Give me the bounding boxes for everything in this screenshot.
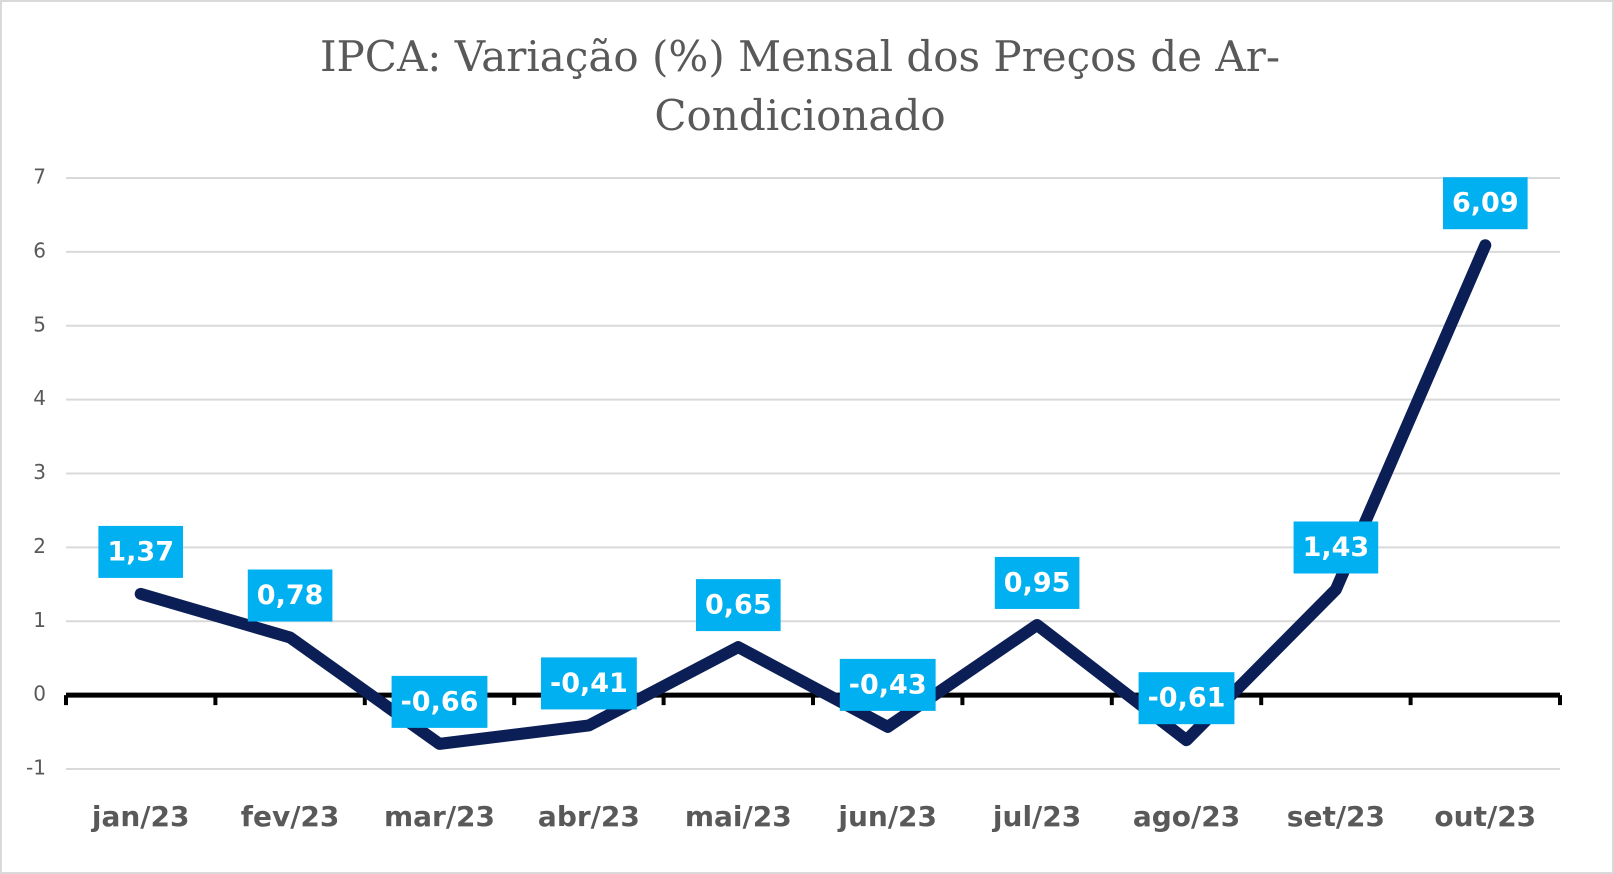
data-label-text: 0,65 (705, 590, 772, 621)
x-tick-label: abr/23 (538, 800, 640, 833)
data-label: 1,37 (98, 525, 184, 578)
data-label: 0,95 (994, 556, 1080, 609)
data-label-box (247, 569, 333, 622)
chart-title: IPCA: Variação (%) Mensal dos Preços de … (320, 32, 1280, 81)
data-label: 0,78 (247, 569, 333, 622)
data-label-box (1293, 521, 1379, 574)
data-label-box (98, 525, 184, 578)
y-tick-label: 6 (33, 238, 46, 262)
data-label: -0,41 (540, 657, 637, 710)
data-label: -0,43 (839, 658, 936, 711)
data-label: 6,09 (1442, 177, 1528, 230)
y-tick-label: 7 (33, 165, 46, 189)
data-label: 1,43 (1293, 521, 1379, 574)
x-tick-label: mai/23 (685, 800, 792, 833)
y-tick-label: 0 (33, 682, 46, 706)
line-series (134, 239, 1492, 750)
data-label-text: 1,43 (1303, 532, 1370, 563)
data-label-box (391, 675, 488, 728)
data-label-box (540, 657, 637, 710)
y-tick-label: 5 (33, 312, 46, 336)
x-tick-label: jun/23 (837, 800, 937, 833)
data-label-text: 1,37 (107, 536, 174, 567)
x-tick-label: jul/23 (992, 800, 1081, 833)
x-tick-label: set/23 (1287, 800, 1385, 833)
x-tick-label: fev/23 (241, 800, 340, 833)
data-label: -0,61 (1138, 672, 1235, 725)
data-label: 0,65 (695, 579, 781, 632)
x-tick-label: out/23 (1434, 800, 1536, 833)
y-tick-label: -1 (26, 756, 46, 780)
data-label-box (994, 556, 1080, 609)
chart-title: Condicionado (654, 91, 945, 140)
data-label-text: 0,78 (257, 580, 324, 611)
x-tick-label: ago/23 (1133, 800, 1240, 833)
y-tick-label: 1 (33, 608, 46, 632)
data-label-text: 6,09 (1452, 188, 1519, 219)
data-label-text: 0,95 (1004, 567, 1071, 598)
data-label-text: -0,66 (401, 686, 479, 717)
x-tick-label: jan/23 (91, 800, 190, 833)
data-label: -0,66 (391, 675, 488, 728)
data-label-box (1138, 672, 1235, 725)
x-tick-label: mar/23 (384, 800, 495, 833)
y-tick-label: 2 (33, 534, 46, 558)
data-label-box (1442, 177, 1528, 230)
data-label-text: -0,43 (849, 669, 927, 700)
data-label-box (839, 658, 936, 711)
data-label-box (695, 579, 781, 632)
data-label-text: -0,61 (1148, 683, 1226, 714)
y-tick-label: 4 (33, 386, 46, 410)
y-tick-label: 3 (33, 460, 46, 484)
data-label-text: -0,41 (550, 668, 628, 699)
